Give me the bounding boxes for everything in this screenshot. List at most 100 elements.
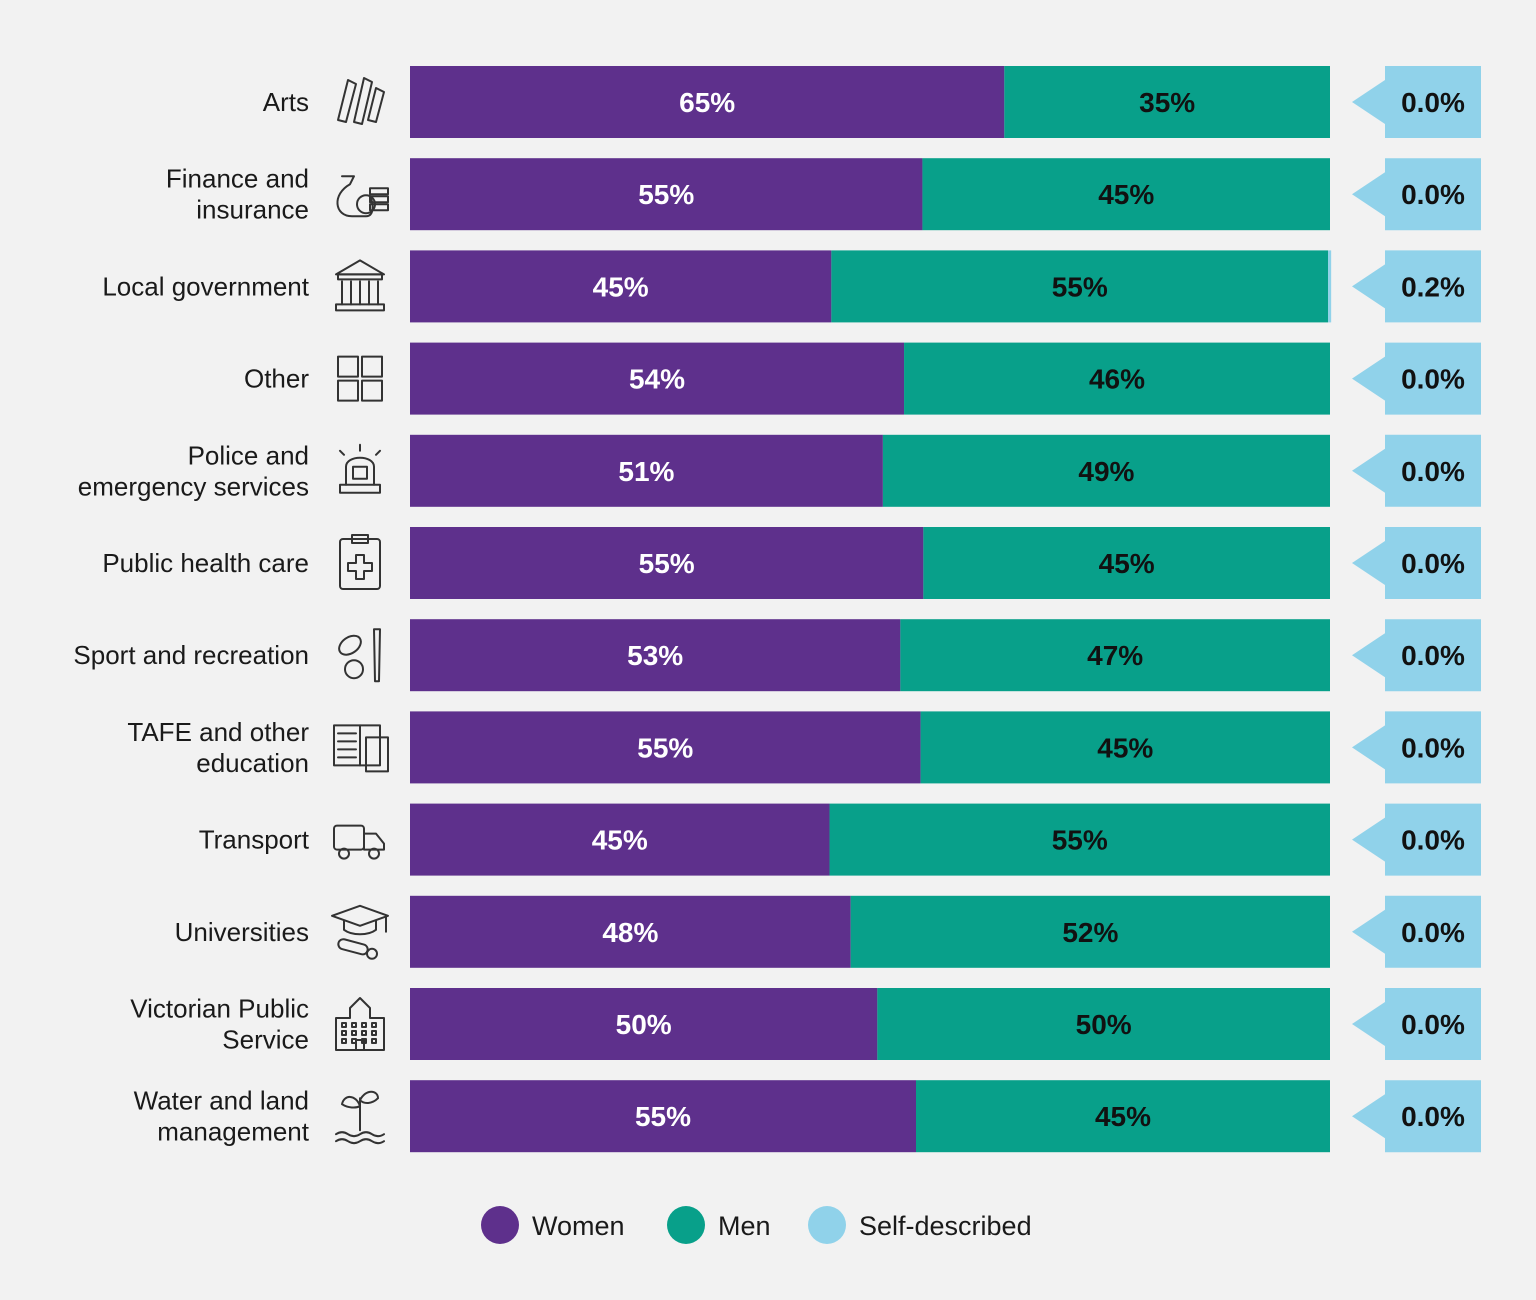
bar-label-women: 55% (635, 1101, 691, 1132)
chart-row: Finance and insurance 55% 45% 0.0% (166, 158, 1481, 231)
self-described-callout (1352, 803, 1481, 876)
bar-men (882, 434, 1330, 507)
bar-label-men: 55% (1052, 825, 1108, 856)
bar-men (920, 711, 1330, 784)
bar-men (1004, 66, 1330, 138)
self-described-callout (1352, 895, 1481, 968)
bar-label-self-described: 0.0% (1401, 179, 1465, 210)
medical-clipboard-icon (339, 534, 381, 590)
bar-label-self-described: 0.2% (1401, 271, 1465, 302)
bar-women (410, 619, 901, 692)
bar-label-women: 45% (593, 271, 649, 302)
bar-label-men: 47% (1087, 640, 1143, 671)
category-label: Arts (263, 87, 309, 117)
bar-label-women: 45% (592, 825, 648, 856)
bar-women (410, 527, 924, 599)
bar-label-women: 54% (629, 364, 685, 395)
chart-row: Arts 65% 35% 0.0% (263, 66, 1481, 138)
legend-label: Women (532, 1211, 625, 1241)
category-label: Public health care (102, 548, 309, 578)
self-described-callout (1352, 66, 1481, 138)
bar-label-self-described: 0.0% (1401, 1009, 1465, 1040)
category-label: Victorian Public Service (130, 994, 309, 1055)
money-bag-icon (336, 175, 389, 218)
self-described-callout (1352, 988, 1481, 1060)
bar-men (831, 250, 1329, 323)
chart-row: Sport and recreation 53% 47% 0.0% (73, 619, 1481, 692)
bar-label-women: 48% (602, 917, 658, 948)
bar-women (410, 158, 923, 231)
graduation-cap-icon (331, 904, 389, 960)
legend-label: Men (718, 1211, 771, 1241)
pencils-icon (337, 77, 385, 125)
category-label: Local government (102, 271, 309, 301)
bar-women (410, 803, 830, 876)
bar-label-self-described: 0.0% (1401, 364, 1465, 395)
self-described-callout (1352, 711, 1481, 784)
category-label: TAFE and other education (127, 717, 309, 778)
chart-row: Local government 45% 55% 0.2% (102, 250, 1481, 323)
bar-label-women: 51% (618, 456, 674, 487)
bar-label-men: 55% (1052, 271, 1108, 302)
bar-women (410, 342, 905, 415)
bar-label-self-described: 0.0% (1401, 87, 1465, 118)
bar-label-self-described: 0.0% (1401, 456, 1465, 487)
bar-label-women: 55% (637, 732, 693, 763)
bar-label-men: 45% (1099, 548, 1155, 579)
bar-men (829, 803, 1330, 876)
chart-row: Other 54% 46% 0.0% (244, 342, 1481, 415)
bar-men (904, 342, 1330, 415)
bar-women (410, 250, 832, 323)
bar-label-women: 55% (639, 548, 695, 579)
books-icon (333, 724, 389, 773)
bar-label-self-described: 0.0% (1401, 640, 1465, 671)
government-building-icon (335, 259, 385, 312)
chart-row: Police and emergency services 51% 49% 0.0% (78, 434, 1481, 507)
bar-label-men: 45% (1097, 732, 1153, 763)
bar-women (410, 434, 883, 507)
bar-men (916, 1080, 1330, 1153)
legend-swatch (667, 1206, 705, 1244)
bar-label-women: 55% (638, 179, 694, 210)
chart-row: Water and land management 55% 45% 0.0% (134, 1080, 1481, 1153)
grid-icon (337, 355, 383, 402)
self-described-callout (1352, 250, 1481, 323)
chart-row: Victorian Public Service 50% 50% 0.0% (130, 988, 1481, 1060)
bar-men (877, 988, 1330, 1060)
chart-row: Public health care 55% 45% 0.0% (102, 527, 1481, 599)
bar-label-self-described: 0.0% (1401, 1101, 1465, 1132)
category-label: Universities (175, 917, 309, 947)
bar-label-self-described: 0.0% (1401, 825, 1465, 856)
bar-women (410, 711, 921, 784)
category-label: Other (244, 364, 309, 394)
sports-equipment-icon (338, 628, 381, 683)
bar-label-self-described: 0.0% (1401, 732, 1465, 763)
bar-label-women: 50% (616, 1009, 672, 1040)
self-described-callout (1352, 158, 1481, 231)
self-described-callout (1352, 1080, 1481, 1153)
bar-men (850, 895, 1330, 968)
category-label: Finance and insurance (166, 164, 309, 225)
siren-icon (339, 443, 381, 494)
self-described-callout (1352, 619, 1481, 692)
self-described-callout (1352, 434, 1481, 507)
chart-row: Universities 48% 52% 0.0% (175, 895, 1481, 968)
legend-swatch (808, 1206, 846, 1244)
bar-label-men: 52% (1062, 917, 1118, 948)
bar-label-women: 53% (627, 640, 683, 671)
bar-label-men: 45% (1098, 179, 1154, 210)
bar-label-men: 50% (1076, 1009, 1132, 1040)
bar-self-described (1328, 250, 1332, 323)
chart-row: TAFE and other education 55% 45% 0.0% (127, 711, 1481, 784)
bar-men (922, 158, 1330, 231)
office-building-icon (335, 997, 385, 1051)
chart-row: Transport 45% 55% 0.0% (199, 803, 1481, 876)
category-label: Police and emergency services (78, 440, 309, 501)
category-label: Transport (199, 825, 310, 855)
bar-women (410, 66, 1005, 138)
bar-women (410, 988, 878, 1060)
self-described-callout (1352, 527, 1481, 599)
category-label: Sport and recreation (73, 640, 309, 670)
legend-label: Self-described (859, 1211, 1032, 1241)
